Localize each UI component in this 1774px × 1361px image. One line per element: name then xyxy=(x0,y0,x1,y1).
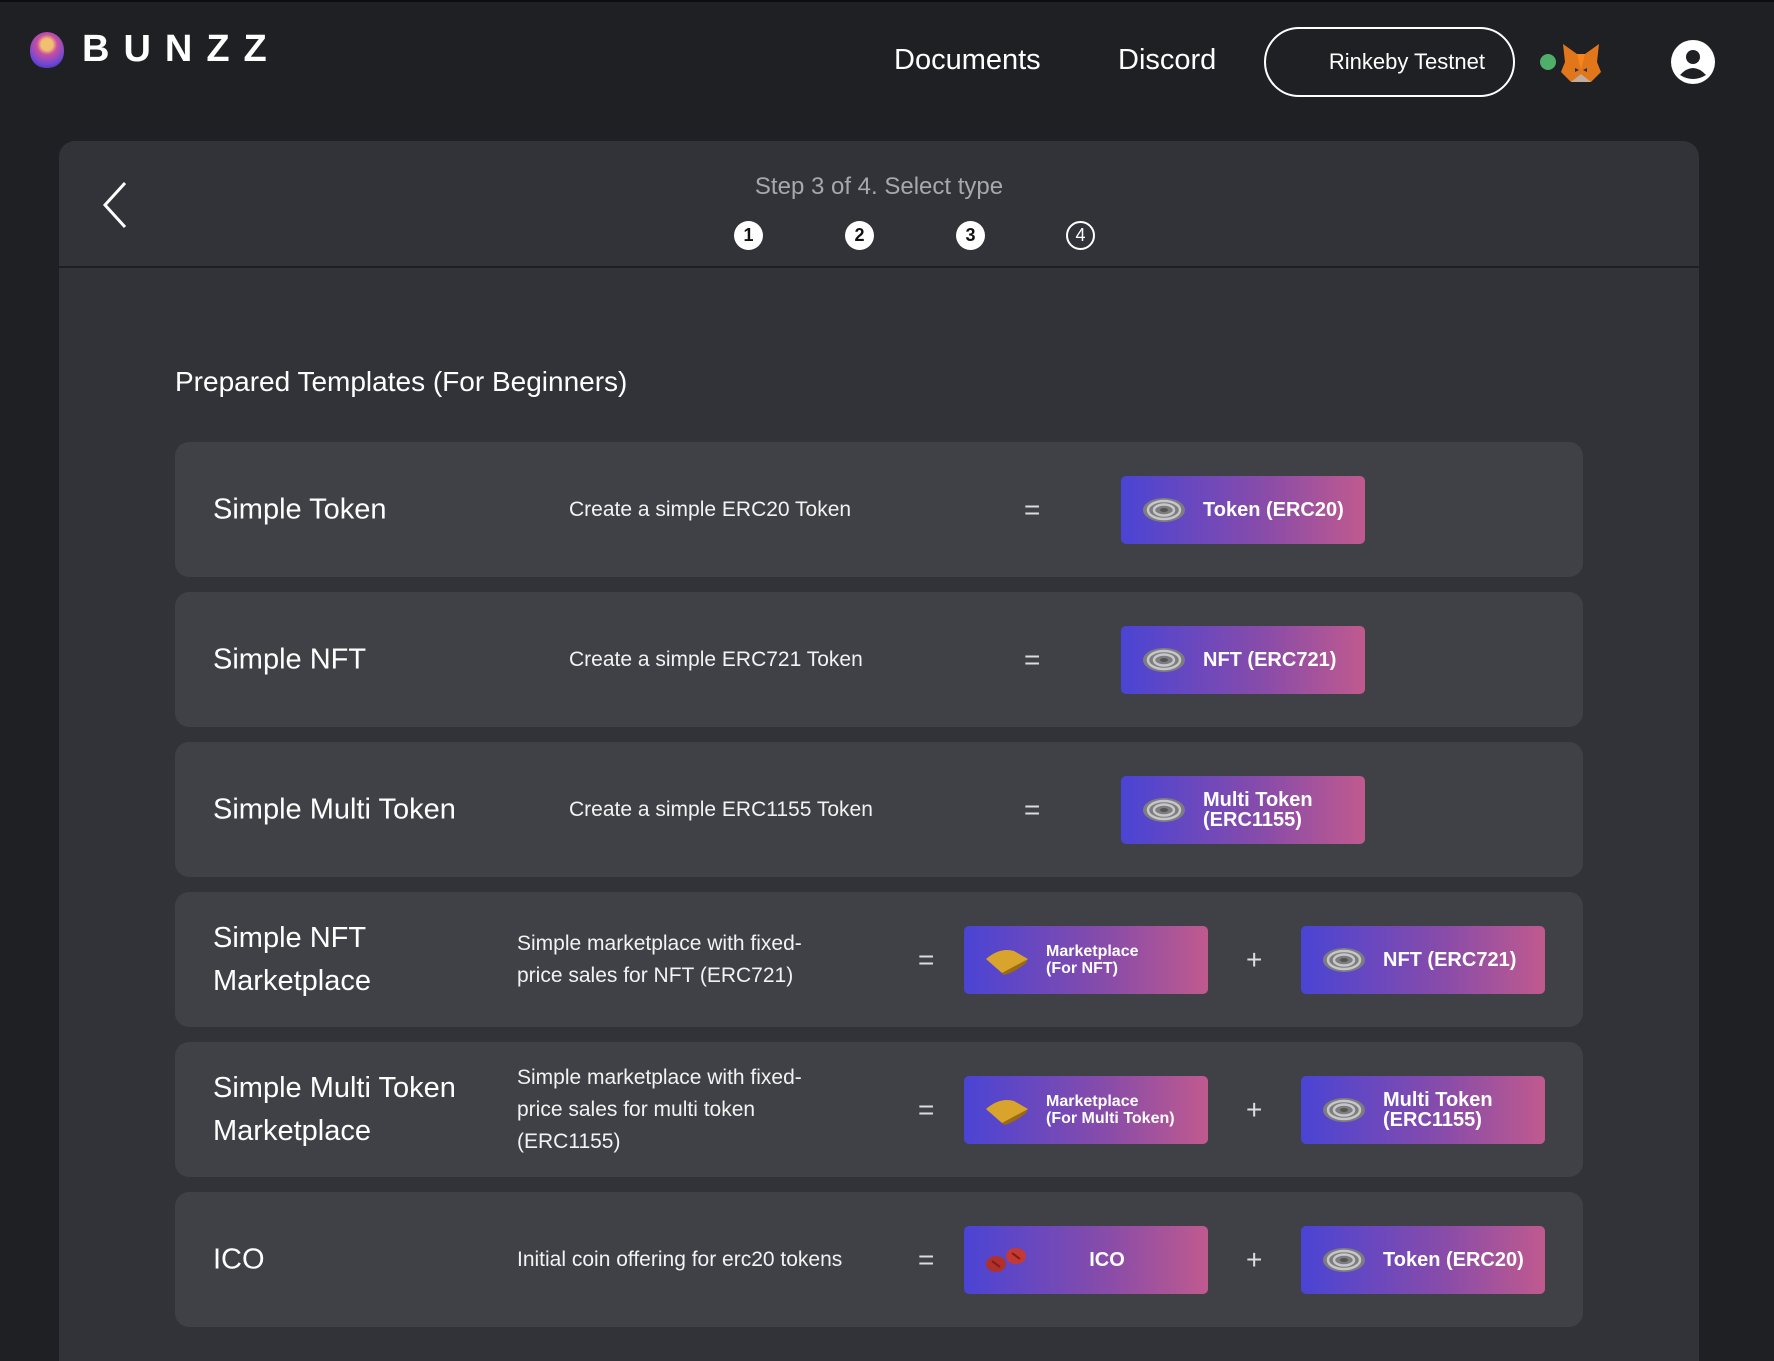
template-row[interactable]: Simple NFT Marketplace Simple marketplace… xyxy=(175,892,1583,1027)
rings-icon xyxy=(1321,945,1367,975)
step-indicator-1: 1 xyxy=(734,221,763,250)
module-badge[interactable]: Token (ERC20) xyxy=(1301,1225,1545,1294)
module-badge[interactable]: ICO xyxy=(964,1225,1208,1294)
equals-sign: = xyxy=(918,1243,935,1275)
equals-sign: = xyxy=(1024,493,1041,525)
module-badge[interactable]: NFT (ERC721) xyxy=(1121,625,1365,694)
template-description: Initial coin offering for erc20 tokens xyxy=(517,1247,843,1271)
template-description: Create a simple ERC1155 Token xyxy=(569,797,873,821)
template-row[interactable]: Simple NFT Create a simple ERC721 Token = N… xyxy=(175,592,1583,727)
template-description: Simple marketplace with fixed-price sale… xyxy=(517,931,802,987)
step-title: Step 3 of 4. Select type xyxy=(754,173,1004,200)
nav-documents[interactable]: Documents xyxy=(894,44,1041,76)
bunzz-logo-icon xyxy=(30,31,64,68)
section-title: Prepared Templates (For Beginners) xyxy=(175,366,628,397)
template-row[interactable]: ICO Initial coin offering for erc20 token… xyxy=(175,1192,1583,1327)
template-description: Simple marketplace with fixed-price sale… xyxy=(517,1065,802,1153)
nav-discord[interactable]: Discord xyxy=(1118,44,1217,76)
module-badge[interactable]: Marketplace (For Multi Token) xyxy=(964,1075,1208,1144)
module-label: NFT (ERC721) xyxy=(1383,948,1517,971)
step-indicator-4: 4 xyxy=(1066,221,1095,250)
connection-status-dot xyxy=(1540,54,1556,70)
module-badge[interactable]: Marketplace (For NFT) xyxy=(964,925,1208,994)
template-title: Simple Token xyxy=(213,493,387,525)
module-label: Token (ERC20) xyxy=(1203,498,1344,521)
template-title: Simple NFT xyxy=(213,643,367,675)
plus-sign: + xyxy=(1246,1093,1263,1125)
template-title: ICO xyxy=(213,1243,265,1275)
marketplace-icon xyxy=(984,1095,1030,1125)
template-row[interactable]: Simple Multi Token Create a simple ERC115… xyxy=(175,742,1583,877)
template-description: Create a simple ERC721 Token xyxy=(569,647,863,671)
template-description: Create a simple ERC20 Token xyxy=(569,497,852,521)
equals-sign: = xyxy=(918,943,935,975)
template-row[interactable]: Simple Token Create a simple ERC20 Token =… xyxy=(175,442,1583,577)
module-label: Marketplace (For Multi Token) xyxy=(1046,1092,1175,1127)
template-row[interactable]: Simple Multi Token Marketplace Simple mar… xyxy=(175,1042,1583,1177)
user-avatar-icon[interactable] xyxy=(1670,39,1716,85)
rings-icon xyxy=(1321,1095,1367,1125)
wizard-panel: Step 3 of 4. Select type 1 2 3 4 Prepare… xyxy=(59,141,1699,1361)
marketplace-icon xyxy=(984,945,1030,975)
module-label: Multi Token (ERC1155) xyxy=(1383,1088,1493,1131)
module-label: Token (ERC20) xyxy=(1383,1248,1524,1271)
rings-icon xyxy=(1141,795,1187,825)
back-chevron-icon[interactable] xyxy=(101,181,131,229)
template-title: Simple Multi Token Marketplace xyxy=(213,1071,456,1147)
step-indicator-2: 2 xyxy=(845,221,874,250)
module-label: Multi Token (ERC1155) xyxy=(1203,788,1313,831)
module-badge[interactable]: Multi Token (ERC1155) xyxy=(1121,775,1365,844)
rings-icon xyxy=(1141,645,1187,675)
metamask-fox-icon[interactable] xyxy=(1559,42,1603,84)
module-label: ICO xyxy=(1089,1248,1125,1271)
step-indicator-3: 3 xyxy=(956,221,985,250)
logo[interactable]: BUNZZ xyxy=(30,28,281,71)
logo-text: BUNZZ xyxy=(82,28,281,70)
template-title: Simple NFT Marketplace xyxy=(213,921,371,997)
wizard-header: Step 3 of 4. Select type 1 2 3 4 xyxy=(59,141,1699,268)
module-label: NFT (ERC721) xyxy=(1203,648,1337,671)
plus-sign: + xyxy=(1246,1243,1263,1275)
module-badge[interactable]: Token (ERC20) xyxy=(1121,475,1365,544)
equals-sign: = xyxy=(1024,793,1041,825)
module-badge[interactable]: NFT (ERC721) xyxy=(1301,925,1545,994)
plus-sign: + xyxy=(1246,943,1263,975)
equals-sign: = xyxy=(1024,643,1041,675)
module-badge[interactable]: Multi Token (ERC1155) xyxy=(1301,1075,1545,1144)
template-title: Simple Multi Token xyxy=(213,793,456,825)
rings-icon xyxy=(1141,495,1187,525)
coins-icon xyxy=(984,1245,1030,1275)
top-border xyxy=(0,0,1774,2)
equals-sign: = xyxy=(918,1093,935,1125)
rings-icon xyxy=(1321,1245,1367,1275)
network-button[interactable]: Rinkeby Testnet xyxy=(1264,27,1515,97)
module-label: Marketplace (For NFT) xyxy=(1046,942,1139,977)
